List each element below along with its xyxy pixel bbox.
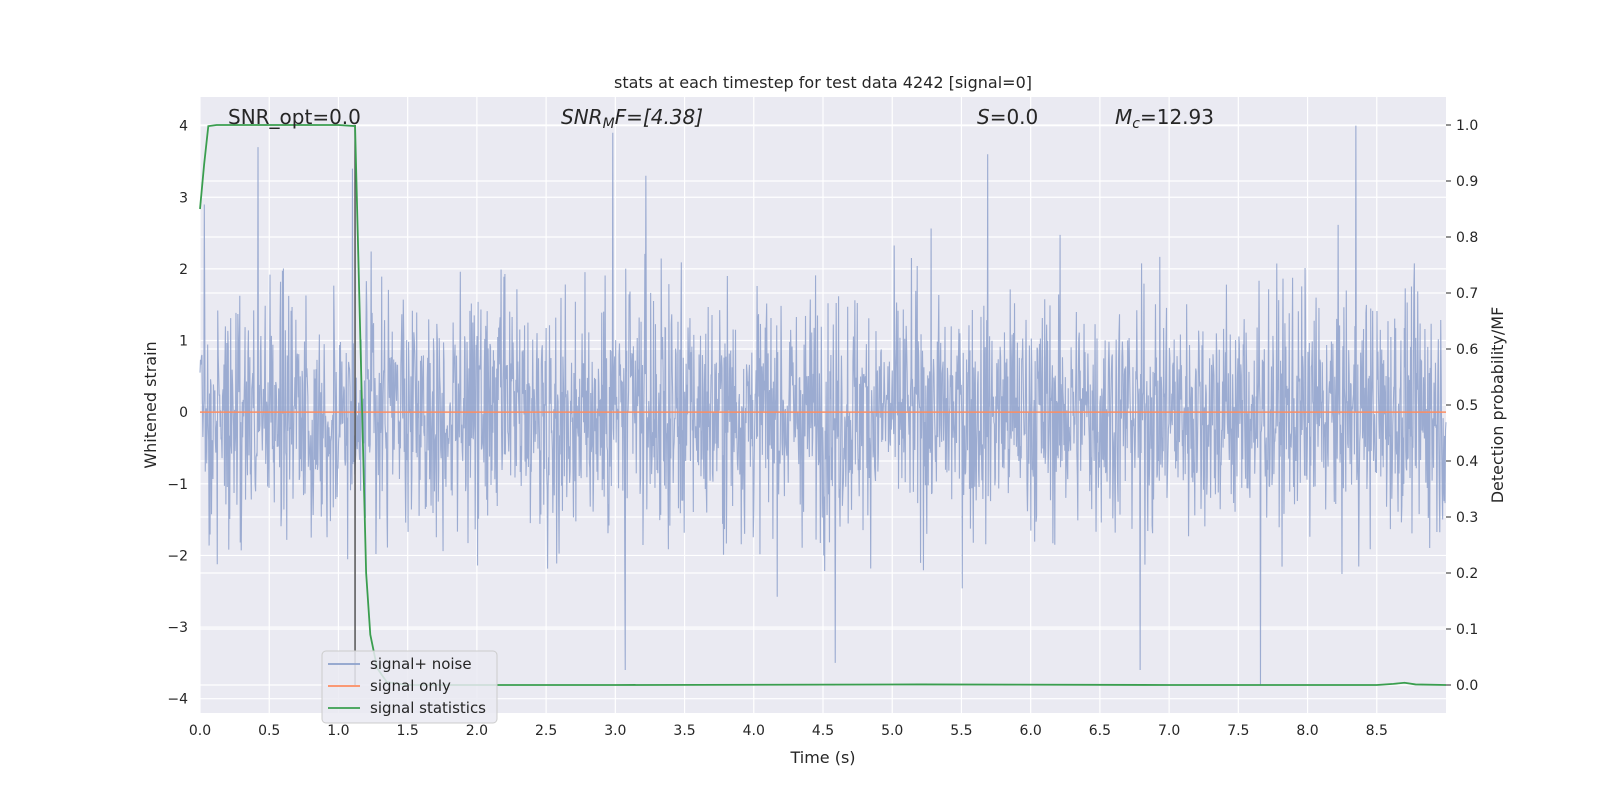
x-tick-labels: 0.0 0.5 1.0 1.5 2.0 2.5 3.0 3.5 4.0 4.5 5.0 5.5 6.0 6… [189, 723, 1388, 739]
annotation-s: S=0.0 [977, 105, 1038, 129]
y2-tick-label: 0.6 [1456, 342, 1478, 358]
legend-label-signal-statistics: signal statistics [370, 699, 486, 717]
x-tick-label: 7.5 [1227, 723, 1249, 739]
x-tick-label: 0.5 [258, 723, 280, 739]
y2-tick-label: 0.5 [1456, 398, 1478, 414]
x-tick-label: 2.5 [535, 723, 557, 739]
x-tick-label: 4.0 [743, 723, 765, 739]
annotation-snr-mf: SNRMF=[4.38] [561, 105, 703, 132]
x-tick-label: 4.5 [812, 723, 834, 739]
y2-tick-labels: 1.0 0.9 0.8 0.7 0.6 0.5 0.4 0.3 0.2 0.1 0.0 [1446, 118, 1478, 694]
x-tick-label: 7.0 [1158, 723, 1180, 739]
y-tick-label: 4 [179, 119, 188, 135]
y-tick-label: 2 [179, 262, 188, 278]
x-tick-label: 6.5 [1089, 723, 1111, 739]
y-tick-label: 1 [179, 334, 188, 350]
y2-tick-label: 1.0 [1456, 118, 1478, 134]
x-tick-label: 5.5 [950, 723, 972, 739]
x-tick-label: 1.5 [397, 723, 419, 739]
x-tick-label: 8.5 [1366, 723, 1388, 739]
y2-tick-label: 0.0 [1456, 678, 1478, 694]
y2-tick-label: 0.9 [1456, 174, 1478, 190]
y2-tick-label: 0.2 [1456, 566, 1478, 582]
x-tick-label: 8.0 [1296, 723, 1318, 739]
y2-tick-label: 0.4 [1456, 454, 1478, 470]
legend: signal+ noise signal only signal statist… [321, 650, 498, 724]
y2-tick-label: 0.7 [1456, 286, 1478, 302]
chart-title: stats at each timestep for test data 424… [614, 73, 1032, 92]
y-tick-label: 3 [179, 190, 188, 206]
series-signal-plus-noise [199, 125, 1447, 685]
annotation-mc: Mc=12.93 [1115, 105, 1214, 132]
x-tick-label: 5.0 [881, 723, 903, 739]
y2-tick-label: 0.8 [1456, 230, 1478, 246]
y2-tick-label: 0.1 [1456, 622, 1478, 638]
grid-lines [199, 97, 1446, 713]
y-tick-label: 0 [179, 405, 188, 421]
y-tick-label: −4 [167, 692, 188, 708]
annotation-snr-opt: SNR_opt=0.0 [228, 105, 361, 129]
y-tick-label: −1 [167, 477, 188, 493]
legend-box [321, 650, 498, 724]
y-tick-label: −3 [167, 620, 188, 636]
x-axis-label: Time (s) [789, 748, 855, 767]
legend-label-signal-plus-noise: signal+ noise [370, 655, 472, 673]
y-tick-label: −2 [167, 548, 188, 564]
y2-tick-label: 0.3 [1456, 510, 1478, 526]
noise-trace [199, 125, 1447, 685]
x-tick-label: 3.5 [673, 723, 695, 739]
y-tick-labels: 4 3 2 1 0 −1 −2 −3 −4 [167, 119, 188, 708]
y-axis-label: Whitened strain [141, 341, 160, 468]
x-tick-label: 1.0 [327, 723, 349, 739]
y2-axis-label: Detection probability/MF [1488, 307, 1507, 504]
x-tick-label: 2.0 [466, 723, 488, 739]
legend-label-signal-only: signal only [370, 677, 451, 695]
x-tick-label: 0.0 [189, 723, 211, 739]
x-tick-label: 6.0 [1020, 723, 1042, 739]
x-tick-label: 3.0 [604, 723, 626, 739]
